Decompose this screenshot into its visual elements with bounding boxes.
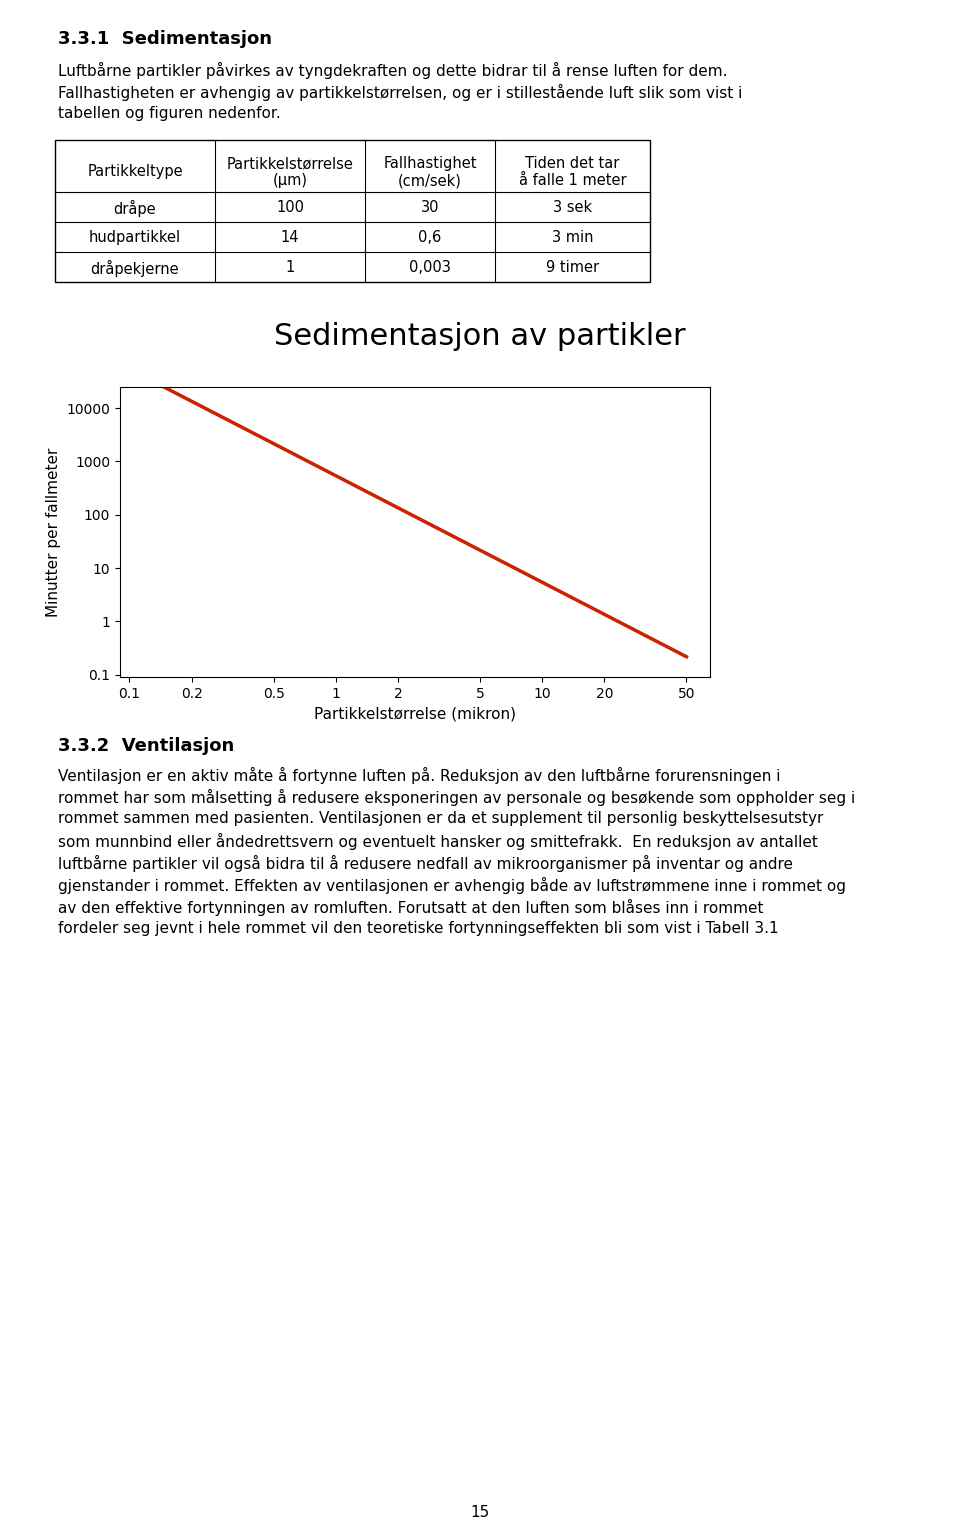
Y-axis label: Minutter per fallmeter: Minutter per fallmeter (46, 447, 60, 617)
Text: 100: 100 (276, 200, 304, 216)
Text: 15: 15 (470, 1506, 490, 1519)
Text: Fallhastigheten er avhengig av partikkelstørrelsen, og er i stillestående luft s: Fallhastigheten er avhengig av partikkel… (58, 84, 742, 101)
Text: å falle 1 meter: å falle 1 meter (518, 173, 626, 188)
Text: Partikkeltype: Partikkeltype (87, 164, 182, 179)
Text: som munnbind eller åndedrettsvern og eventuelt hansker og smittefrakk.  En reduk: som munnbind eller åndedrettsvern og eve… (58, 832, 818, 851)
Text: hudpartikkel: hudpartikkel (89, 230, 181, 245)
Text: tabellen og figuren nedenfor.: tabellen og figuren nedenfor. (58, 106, 280, 121)
Bar (55, 141, 650, 282)
Text: gjenstander i rommet. Effekten av ventilasjonen er avhengig både av luftstrømmen: gjenstander i rommet. Effekten av ventil… (58, 877, 846, 894)
Text: Fallhastighet: Fallhastighet (383, 156, 477, 171)
Text: 3 sek: 3 sek (553, 200, 592, 216)
Text: rommet har som målsetting å redusere eksponeringen av personale og besøkende som: rommet har som målsetting å redusere eks… (58, 789, 855, 806)
X-axis label: Partikkelstørrelse (mikron): Partikkelstørrelse (mikron) (314, 707, 516, 721)
Text: Tiden det tar: Tiden det tar (525, 156, 620, 171)
Text: 3 min: 3 min (552, 230, 593, 245)
Text: 30: 30 (420, 200, 440, 216)
Text: 0,003: 0,003 (409, 260, 451, 275)
Text: Partikkelstørrelse: Partikkelstørrelse (227, 156, 353, 171)
Text: Sedimentasjon av partikler: Sedimentasjon av partikler (275, 321, 685, 350)
Text: 9 timer: 9 timer (546, 260, 599, 275)
Text: (cm/sek): (cm/sek) (398, 173, 462, 188)
Text: luftbårne partikler vil også bidra til å redusere nedfall av mikroorganismer på : luftbårne partikler vil også bidra til å… (58, 855, 793, 872)
Text: Luftbårne partikler påvirkes av tyngdekraften og dette bidrar til å rense luften: Luftbårne partikler påvirkes av tyngdekr… (58, 63, 728, 80)
Text: dråpekjerne: dråpekjerne (90, 260, 180, 277)
Text: 14: 14 (280, 230, 300, 245)
Text: (μm): (μm) (273, 173, 307, 188)
Text: 3.3.2  Ventilasjon: 3.3.2 Ventilasjon (58, 737, 234, 754)
Text: 3.3.1  Sedimentasjon: 3.3.1 Sedimentasjon (58, 31, 272, 47)
Text: rommet sammen med pasienten. Ventilasjonen er da et supplement til personlig bes: rommet sammen med pasienten. Ventilasjon… (58, 811, 824, 826)
Text: av den effektive fortynningen av romluften. Forutsatt at den luften som blåses i: av den effektive fortynningen av romluft… (58, 900, 763, 916)
Text: 0,6: 0,6 (419, 230, 442, 245)
Text: dråpe: dråpe (113, 200, 156, 217)
Text: fordeler seg jevnt i hele rommet vil den teoretiske fortynningseffekten bli som : fordeler seg jevnt i hele rommet vil den… (58, 921, 779, 936)
Text: 1: 1 (285, 260, 295, 275)
Text: Ventilasjon er en aktiv måte å fortynne luften på. Reduksjon av den luftbårne fo: Ventilasjon er en aktiv måte å fortynne … (58, 767, 780, 783)
